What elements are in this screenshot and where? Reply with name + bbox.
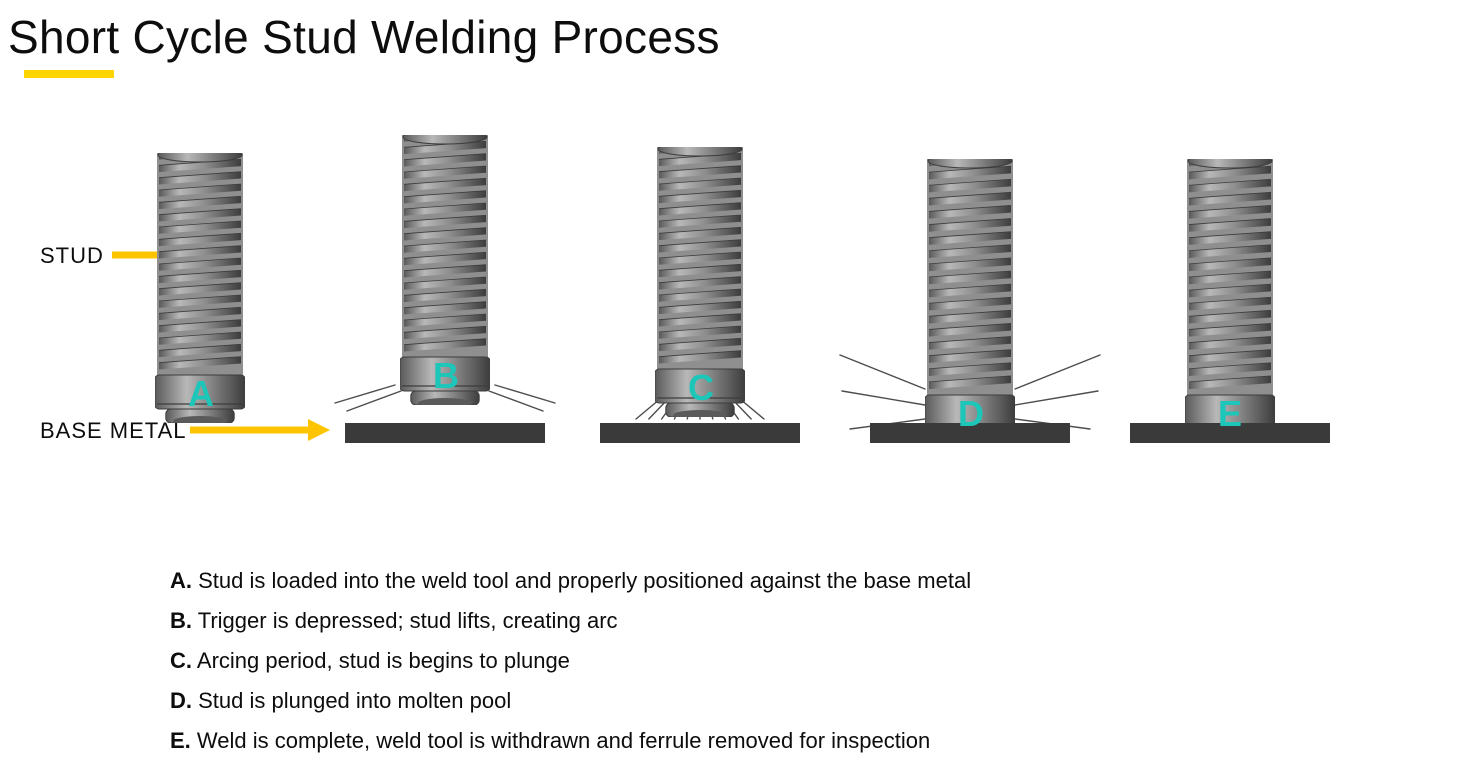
diagram-area: STUD BASE METAL [0,118,1463,538]
legend-text: Arcing period, stud is begins to plunge [197,648,570,673]
stage-letter: D [958,393,984,435]
legend-row: E. Weld is complete, weld tool is withdr… [170,728,1463,754]
stage-letter: E [1218,393,1242,435]
base-plate [345,423,545,443]
stage-letter: B [433,355,459,397]
stage-d: D [830,118,1110,478]
stage-b: B [305,118,585,478]
legend-text: Trigger is depressed; stud lifts, creati… [198,608,618,633]
stage-a: A [60,118,340,478]
legend-key: C. [170,648,192,673]
legend-key: B. [170,608,192,633]
stud-icon [1185,159,1275,429]
legend-text: Stud is loaded into the weld tool and pr… [198,568,971,593]
legend-row: D. Stud is plunged into molten pool [170,688,1463,714]
stage-c: C [560,118,840,478]
legend-row: C. Arcing period, stud is begins to plun… [170,648,1463,674]
legend-text: Stud is plunged into molten pool [198,688,511,713]
base-plate [600,423,800,443]
title-underline [24,70,114,78]
legend-text: Weld is complete, weld tool is withdrawn… [197,728,930,753]
legend-key: E. [170,728,191,753]
stage-letter: A [188,373,214,415]
stage-letter: C [688,367,714,409]
stage-e: E [1090,118,1370,478]
legend-row: A. Stud is loaded into the weld tool and… [170,568,1463,594]
stud-icon [925,159,1015,429]
legend-row: B. Trigger is depressed; stud lifts, cre… [170,608,1463,634]
legend-key: A. [170,568,192,593]
legend: A. Stud is loaded into the weld tool and… [170,568,1463,754]
legend-key: D. [170,688,192,713]
page-title: Short Cycle Stud Welding Process [0,0,1463,64]
